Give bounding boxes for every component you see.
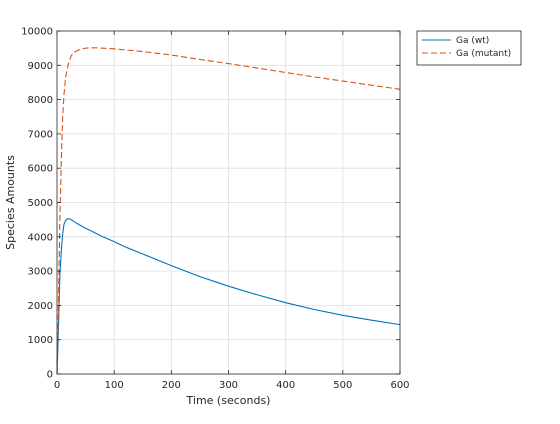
y-tick-label: 9000	[28, 61, 53, 72]
x-tick-label: 300	[219, 380, 238, 391]
y-tick-label: 5000	[28, 198, 53, 209]
legend-label-1: Ga (wt)	[456, 36, 489, 46]
y-tick-label: 10000	[21, 27, 53, 38]
legend: Ga (wt) Ga (mutant)	[416, 30, 522, 66]
x-tick-label: 0	[54, 380, 60, 391]
axes: 0 100 200 300 400 500 600010002000300040005000…	[21, 27, 409, 392]
x-tick-label: 100	[105, 380, 124, 391]
y-tick-label: 7000	[28, 129, 53, 140]
x-tick-label: 600	[390, 380, 409, 391]
series-line-2	[56, 47, 401, 375]
x-tick-label: 200	[162, 380, 181, 391]
y-tick-label: 0	[47, 370, 53, 381]
legend-label-2: Ga (mutant)	[456, 49, 511, 59]
y-tick-label: 4000	[28, 232, 53, 243]
y-tick-label: 6000	[28, 164, 53, 175]
y-tick-label: 8000	[28, 95, 53, 106]
legend-box	[416, 30, 522, 66]
y-tick-label: 1000	[28, 335, 53, 346]
y-axis-title: Species Amounts	[4, 155, 17, 250]
x-tick-label: 400	[276, 380, 295, 391]
series-lines	[56, 47, 401, 375]
x-tick-label: 500	[333, 380, 352, 391]
y-tick-label: 2000	[28, 301, 53, 312]
grid-lines	[57, 31, 400, 374]
x-axis-title: Time (seconds)	[186, 394, 271, 407]
y-tick-label: 3000	[28, 267, 53, 278]
series-line-1	[56, 218, 401, 375]
